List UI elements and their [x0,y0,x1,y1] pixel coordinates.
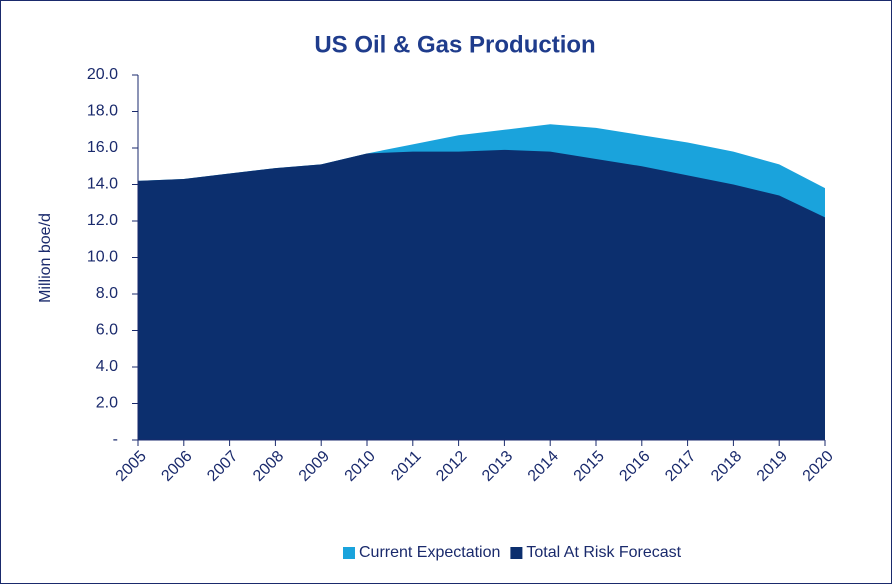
legend-label: Current Expectation [359,544,500,561]
y-tick-label: 20.0 [87,66,118,83]
area [138,149,825,440]
y-tick-label: 12.0 [87,212,118,229]
y-tick-label: 16.0 [87,139,118,156]
y-tick-label: 2.0 [96,395,118,412]
legend-swatch [510,547,523,559]
y-tick-label: 6.0 [96,322,118,339]
y-axis-label: Million boe/d [37,213,54,303]
legend-swatch [343,547,355,559]
y-tick-label: - [113,431,118,448]
y-tick-label: 14.0 [87,176,118,193]
y-tick-label: 4.0 [96,358,118,375]
y-tick-label: 10.0 [87,249,118,266]
y-tick-label: 18.0 [87,103,118,120]
legend-label: Total At Risk Forecast [526,544,681,561]
y-tick-label: 8.0 [96,285,118,302]
chart-title: US Oil & Gas Production [314,31,595,58]
